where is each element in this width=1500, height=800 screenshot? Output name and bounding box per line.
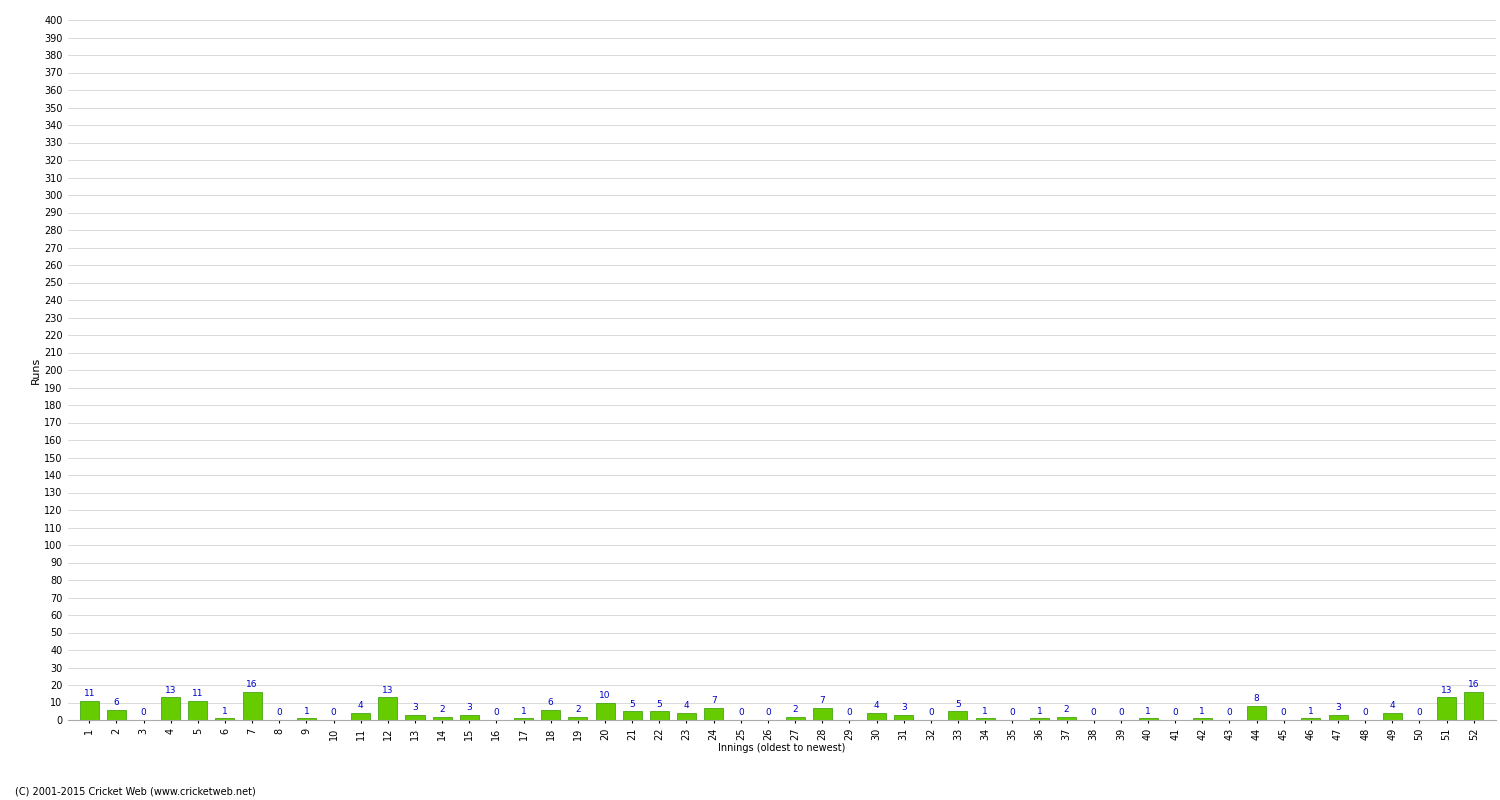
Text: 6: 6 (548, 698, 554, 707)
Bar (786, 717, 804, 720)
Text: 10: 10 (600, 691, 610, 700)
Text: 0: 0 (494, 708, 500, 718)
Text: 16: 16 (1468, 680, 1479, 690)
Bar (1192, 718, 1212, 720)
Text: 0: 0 (1173, 708, 1178, 718)
Text: 1: 1 (1200, 706, 1204, 716)
Bar (867, 713, 886, 720)
Bar (1302, 718, 1320, 720)
Bar (106, 710, 126, 720)
Bar (297, 718, 316, 720)
Text: 3: 3 (413, 703, 419, 712)
Text: 2: 2 (792, 705, 798, 714)
Bar (650, 711, 669, 720)
Text: 0: 0 (738, 708, 744, 718)
Bar (1138, 718, 1158, 720)
Text: 5: 5 (630, 700, 634, 709)
Bar (1030, 718, 1048, 720)
Text: 3: 3 (1335, 703, 1341, 712)
Text: 11: 11 (192, 689, 204, 698)
Text: 1: 1 (1308, 706, 1314, 716)
Text: 13: 13 (382, 686, 393, 694)
Bar (813, 708, 831, 720)
Bar (460, 714, 478, 720)
Text: 0: 0 (1227, 708, 1233, 718)
Text: 5: 5 (956, 700, 962, 709)
Text: 7: 7 (819, 696, 825, 705)
Text: 0: 0 (1362, 708, 1368, 718)
Text: 0: 0 (1281, 708, 1287, 718)
Text: 13: 13 (165, 686, 177, 694)
Bar (378, 698, 398, 720)
Text: (C) 2001-2015 Cricket Web (www.cricketweb.net): (C) 2001-2015 Cricket Web (www.cricketwe… (15, 786, 255, 796)
Bar (80, 701, 99, 720)
Text: 11: 11 (84, 689, 94, 698)
Bar (405, 714, 424, 720)
Text: 0: 0 (846, 708, 852, 718)
Bar (1437, 698, 1456, 720)
Text: 1: 1 (303, 706, 309, 716)
Bar (596, 702, 615, 720)
Bar (243, 692, 261, 720)
Bar (189, 701, 207, 720)
Text: 5: 5 (657, 700, 662, 709)
Text: 4: 4 (684, 702, 690, 710)
Text: 3: 3 (902, 703, 906, 712)
Bar (948, 711, 968, 720)
Bar (160, 698, 180, 720)
Text: 0: 0 (141, 708, 147, 718)
Bar (1329, 714, 1347, 720)
Bar (1464, 692, 1484, 720)
Text: 1: 1 (520, 706, 526, 716)
Text: 0: 0 (330, 708, 336, 718)
Bar (568, 717, 588, 720)
Bar (542, 710, 560, 720)
Text: 1: 1 (1036, 706, 1042, 716)
Bar (351, 713, 370, 720)
Text: 0: 0 (276, 708, 282, 718)
Text: 4: 4 (1389, 702, 1395, 710)
Bar (1058, 717, 1076, 720)
Text: 7: 7 (711, 696, 717, 705)
Text: 16: 16 (246, 680, 258, 690)
Bar (514, 718, 532, 720)
Text: 1: 1 (222, 706, 228, 716)
Bar (622, 711, 642, 720)
Bar (432, 717, 451, 720)
Text: 0: 0 (928, 708, 933, 718)
Bar (1383, 713, 1402, 720)
Text: 0: 0 (1118, 708, 1124, 718)
X-axis label: Innings (oldest to newest): Innings (oldest to newest) (718, 743, 844, 753)
Text: 2: 2 (440, 705, 446, 714)
Text: 2: 2 (574, 705, 580, 714)
Text: 0: 0 (1416, 708, 1422, 718)
Text: 6: 6 (114, 698, 118, 707)
Text: 13: 13 (1442, 686, 1452, 694)
Text: 0: 0 (1010, 708, 1016, 718)
Bar (1246, 706, 1266, 720)
Bar (676, 713, 696, 720)
Text: 0: 0 (1090, 708, 1096, 718)
Text: 0: 0 (765, 708, 771, 718)
Text: 2: 2 (1064, 705, 1070, 714)
Text: 1: 1 (1144, 706, 1150, 716)
Bar (894, 714, 914, 720)
Bar (216, 718, 234, 720)
Text: 3: 3 (466, 703, 472, 712)
Text: 4: 4 (873, 702, 879, 710)
Bar (975, 718, 994, 720)
Text: 4: 4 (358, 702, 363, 710)
Bar (704, 708, 723, 720)
Text: 1: 1 (982, 706, 988, 716)
Text: 8: 8 (1254, 694, 1260, 703)
Y-axis label: Runs: Runs (32, 356, 40, 384)
